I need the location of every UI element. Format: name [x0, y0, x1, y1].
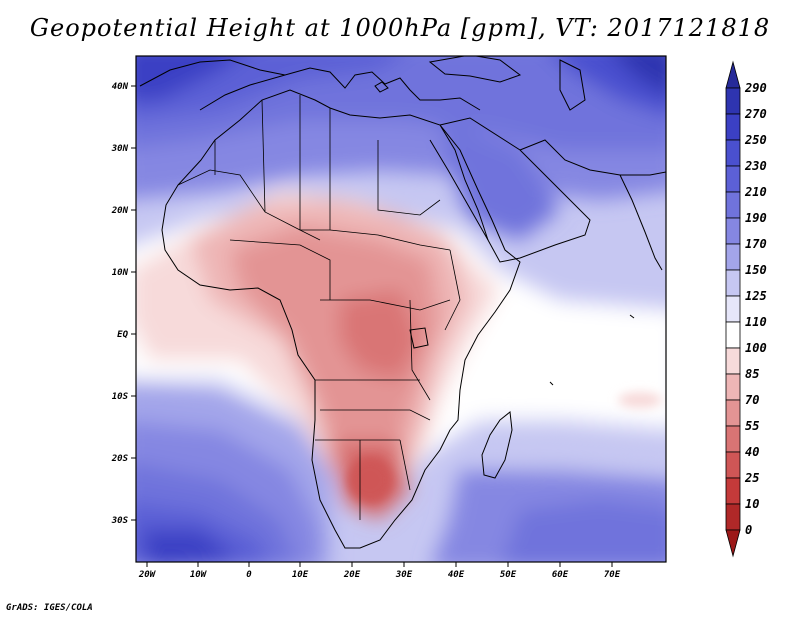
colorbar-label: 70	[745, 393, 759, 407]
colorbar-segment	[725, 503, 741, 531]
colorbar-bottom-arrow	[725, 529, 741, 558]
colorbar-segment	[725, 269, 741, 297]
lon-label: 10E	[292, 570, 309, 580]
lon-label: 60E	[552, 570, 569, 580]
colorbar-segment	[725, 113, 741, 141]
colorbar-label: 270	[744, 107, 767, 121]
colorbar-label: 170	[745, 237, 767, 251]
colorbar-top-arrow	[725, 60, 741, 89]
lat-label: 20S	[111, 454, 129, 464]
lon-label: 30E	[395, 570, 413, 580]
colorbar-segment	[725, 191, 741, 219]
colorbar-label: 210	[744, 185, 767, 199]
colorbar-segment	[725, 217, 741, 245]
colorbar-segment	[725, 477, 741, 505]
colorbar-segment	[725, 165, 741, 193]
colorbar-label: 230	[744, 159, 767, 173]
colorbar-label: 55	[745, 419, 759, 433]
lat-label: 10N	[112, 268, 129, 278]
colorbar-segment	[725, 295, 741, 323]
lon-ticks	[146, 562, 613, 567]
lat-label: 30S	[111, 516, 129, 526]
lon-label: 20W	[138, 570, 157, 580]
colorbar-segment	[725, 425, 741, 453]
lat-ticks	[131, 85, 136, 521]
colorbar-segment	[725, 373, 741, 401]
lon-label: 20E	[343, 570, 361, 580]
lon-label: 50E	[500, 570, 517, 580]
lon-label: 10W	[190, 570, 208, 580]
grads-credit: GrADS: IGES/COLA	[6, 603, 93, 613]
lon-labels: 20W 10W 0 10E 20E 30E 40E 50E 60E 70E	[138, 570, 621, 580]
political-borders	[177, 95, 461, 520]
colorbar-segment	[725, 451, 741, 479]
lon-label: 40E	[448, 570, 465, 580]
colorbar-label: 150	[745, 263, 767, 277]
colorbar-segment	[725, 139, 741, 167]
colorbar-segment	[725, 321, 741, 349]
colorbar-segment	[725, 399, 741, 427]
colorbar-segment	[725, 87, 741, 115]
lat-label: 30N	[111, 144, 129, 154]
colorbar-label: 125	[745, 289, 767, 303]
lat-label: 20N	[111, 206, 129, 216]
colorbar-label: 250	[744, 133, 767, 147]
colorbar-label: 190	[745, 211, 767, 225]
colorbar: 2902702502302101901701501251101008570554…	[725, 60, 767, 558]
colorbar-segment	[725, 347, 741, 375]
lat-label: 10S	[112, 392, 129, 402]
colorbar-label: 25	[744, 471, 759, 485]
colorbar-label: 290	[744, 81, 767, 95]
map-title: Geopotential Height at 1000hPa [gpm], VT…	[29, 14, 771, 42]
coastlines	[139, 56, 666, 549]
lon-label: 70E	[604, 570, 621, 580]
colorbar-label: 100	[745, 341, 767, 355]
colorbar-label: 85	[745, 367, 759, 381]
lat-label: EQ	[117, 330, 128, 340]
lat-label: 40N	[112, 82, 129, 92]
colorbar-label: 40	[745, 445, 759, 459]
lon-label: 0	[246, 570, 252, 580]
map-frame	[135, 55, 667, 563]
colorbar-label: 110	[745, 315, 767, 329]
shaded-field	[136, 56, 666, 562]
colorbar-label: 10	[745, 497, 759, 511]
colorbar-label: 0	[745, 523, 752, 537]
colorbar-segment	[725, 243, 741, 271]
lat-labels: 40N 30N 20N 10N EQ 10S 20S 30S	[111, 82, 129, 526]
